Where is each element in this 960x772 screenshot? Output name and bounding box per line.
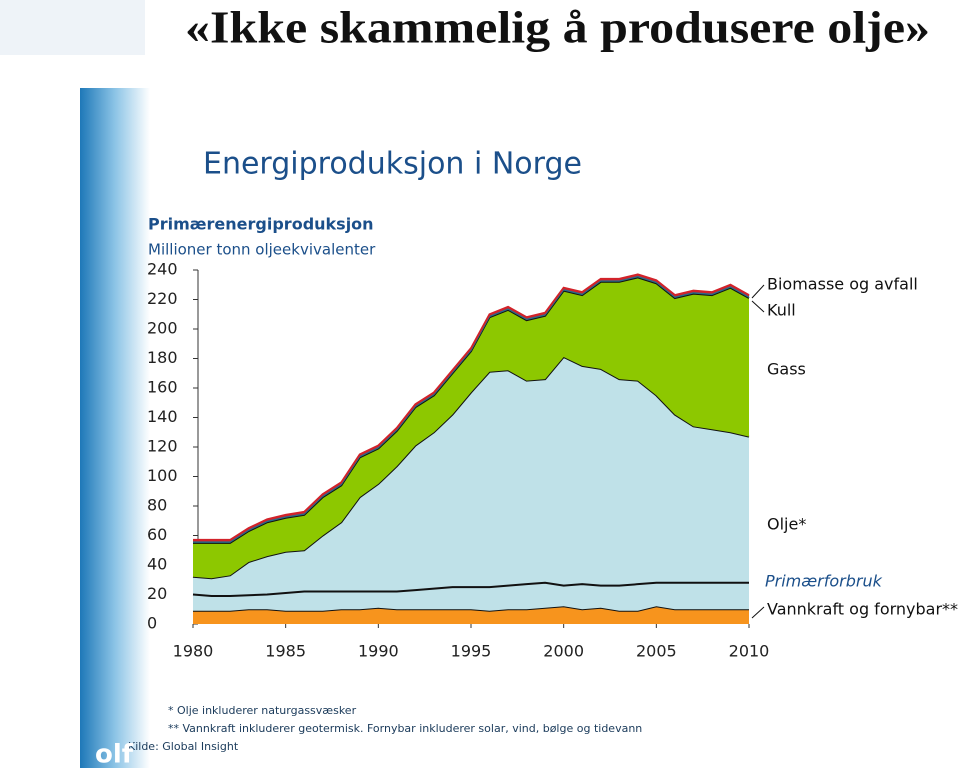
- y-tick-label: 220: [147, 289, 178, 308]
- headline: «Ikke skammelig å produsere olje»: [185, 2, 930, 53]
- y-axis-label: Millioner tonn oljeekvivalenter: [148, 241, 376, 259]
- x-tick-label: 2010: [729, 642, 770, 661]
- y-tick-label: 100: [147, 466, 178, 485]
- y-tick-label: 120: [147, 437, 178, 456]
- legend-label: Olje*: [767, 515, 806, 534]
- footnote: * Olje inkluderer naturgassvæsker: [168, 704, 357, 717]
- leader-line: [751, 300, 765, 313]
- leader-line: [751, 606, 765, 619]
- footnote: ** Vannkraft inkluderer geotermisk. Forn…: [168, 722, 642, 735]
- y-tick-label: 200: [147, 319, 178, 338]
- y-tick-label: 60: [147, 525, 167, 544]
- area: [193, 277, 749, 579]
- x-tick-label: 1995: [451, 642, 492, 661]
- legend-label: Primærforbruk: [765, 572, 883, 591]
- legend-label: Kull: [767, 301, 796, 320]
- x-tick-label: 1985: [265, 642, 306, 661]
- y-tick-label: 20: [147, 584, 167, 603]
- area-edge: [193, 273, 750, 541]
- y-tick-label: 240: [147, 260, 178, 279]
- source: Kilde: Global Insight: [128, 740, 239, 753]
- y-tick-label: 140: [147, 407, 178, 426]
- line: [192, 581, 749, 597]
- logo: olf: [95, 740, 134, 769]
- legend-label: Gass: [767, 360, 806, 379]
- x-tick-label: 1980: [173, 642, 214, 661]
- y-tick-label: 40: [147, 555, 167, 574]
- legend-label: Biomasse og avfall: [767, 275, 918, 294]
- x-tick-label: 1990: [358, 642, 399, 661]
- y-tick-label: 0: [147, 614, 157, 633]
- y-tick-label: 180: [147, 348, 178, 367]
- x-tick-label: 2005: [636, 642, 677, 661]
- header-corner: [0, 0, 145, 55]
- leader-line: [751, 284, 765, 299]
- area: [193, 357, 749, 611]
- x-tick-label: 2000: [543, 642, 584, 661]
- legend-label: Vannkraft og fornybar**: [767, 600, 958, 619]
- y-tick-label: 160: [147, 378, 178, 397]
- y-tick-label: 80: [147, 496, 167, 515]
- slide-stripe: [80, 88, 150, 768]
- chart-title: Energiproduksjon i Norge: [203, 147, 582, 182]
- chart-subtitle: Primærenergiproduksjon: [148, 215, 374, 234]
